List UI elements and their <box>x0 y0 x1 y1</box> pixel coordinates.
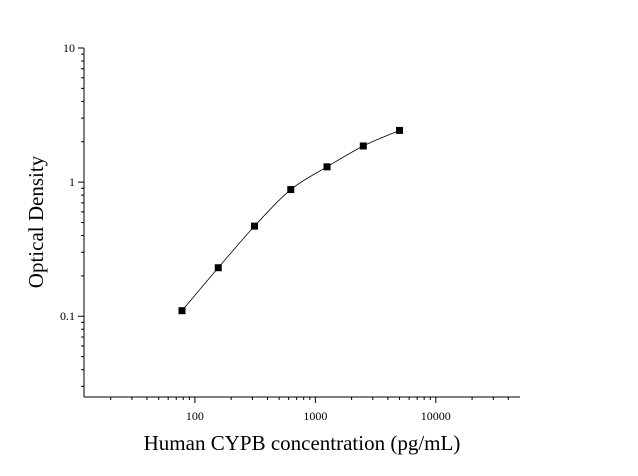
axes <box>83 48 520 398</box>
x-tick-label: 1000 <box>303 409 327 423</box>
y-tick-label: 0.1 <box>60 309 75 323</box>
y-axis-title: Optical Density <box>24 155 48 288</box>
x-tick-label: 10000 <box>421 409 451 423</box>
data-point <box>178 307 186 315</box>
y-ticks: 0.1 1 10 <box>60 41 84 387</box>
data-point <box>359 142 367 150</box>
data-point <box>214 264 222 272</box>
x-tick-label: 100 <box>186 409 204 423</box>
x-axis-title: Human CYPB concentration (pg/mL) <box>144 431 461 455</box>
data-point <box>287 186 295 194</box>
data-point <box>251 222 259 230</box>
y-tick-label: 1 <box>69 175 75 189</box>
x-ticks: 100 1000 10000 <box>110 397 509 423</box>
fit-curve <box>181 130 400 311</box>
y-tick-label: 10 <box>63 41 75 55</box>
data-point <box>323 163 331 171</box>
data-point <box>396 126 404 134</box>
data-points <box>178 126 404 315</box>
